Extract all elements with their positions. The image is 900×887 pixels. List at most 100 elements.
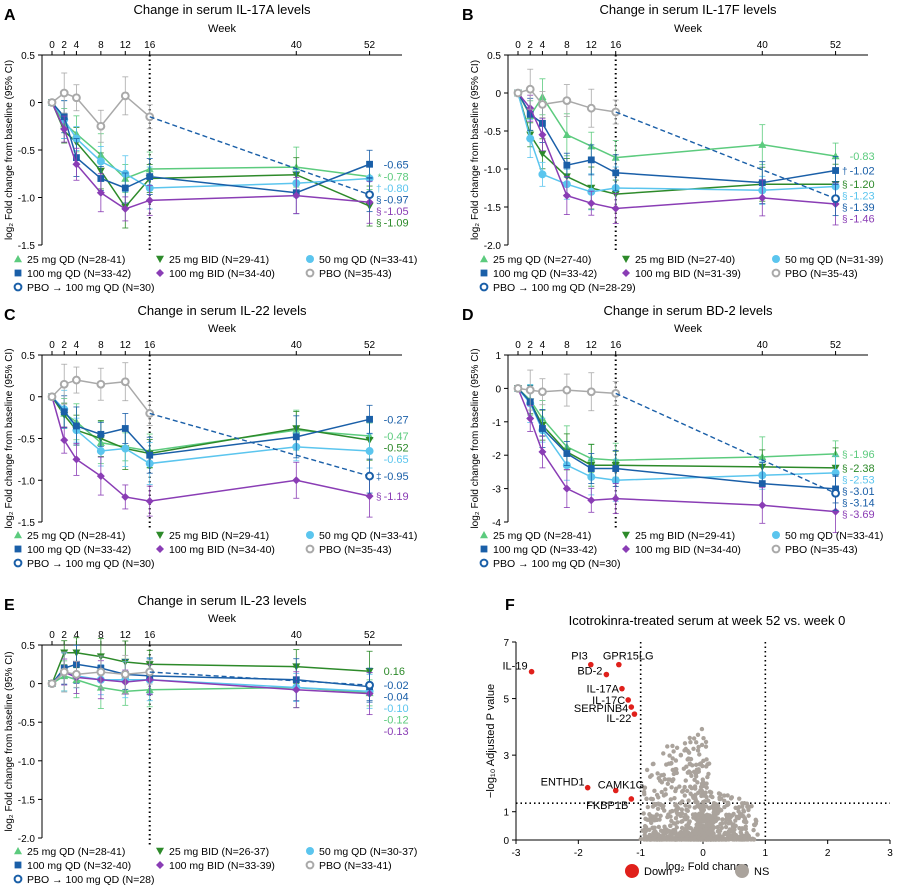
legend-marker — [480, 545, 488, 553]
ns-point — [746, 807, 751, 813]
ns-point — [677, 832, 682, 838]
legend-marker — [306, 847, 314, 855]
ns-point — [702, 819, 707, 824]
x-axis-label: Week — [208, 323, 236, 335]
y-axis-label: log₂ Fold change from baseline (95% CI) — [470, 348, 481, 528]
ns-point — [695, 769, 700, 775]
legend-marker — [479, 558, 489, 568]
down-point — [631, 711, 638, 717]
panel-letter: E — [4, 597, 15, 614]
data-point — [563, 450, 571, 457]
ns-point — [705, 798, 711, 803]
ns-point — [654, 817, 660, 823]
data-point — [526, 134, 535, 143]
ns-point — [653, 802, 658, 807]
x-tick-label: 12 — [586, 40, 598, 51]
gene-label: IL-19 — [503, 661, 528, 673]
data-point — [366, 415, 373, 423]
ns-point — [673, 758, 679, 763]
x-axis-label: Week — [208, 613, 236, 625]
ns-point — [661, 751, 666, 756]
ns-point — [652, 825, 657, 830]
data-point — [562, 96, 572, 105]
ns-point — [704, 781, 709, 786]
end-value-label: -3.01 — [850, 486, 875, 498]
ns-points — [638, 726, 760, 842]
panel-letter: F — [505, 597, 515, 614]
ns-point — [723, 824, 729, 830]
panel-title: Change in serum BD-2 levels — [603, 303, 773, 318]
y-tick-label: 1 — [495, 351, 501, 362]
x-tick-label: 16 — [144, 40, 156, 51]
ns-point — [672, 795, 677, 801]
legend-marker — [622, 269, 630, 277]
ns-point — [728, 814, 733, 820]
ns-point — [742, 816, 748, 821]
ns-point — [688, 831, 694, 837]
x-tick-label: 52 — [364, 630, 376, 641]
data-point — [146, 451, 154, 459]
legend-marker — [622, 255, 630, 263]
y-tick-label: 0 — [495, 89, 501, 100]
end-value-label: -1.96 — [850, 449, 875, 461]
data-point — [563, 161, 571, 169]
y-tick-label: -1.5 — [18, 518, 36, 529]
data-point — [611, 389, 621, 398]
ns-point — [642, 837, 647, 842]
data-point — [72, 455, 81, 464]
end-value-label: -1.05 — [384, 206, 409, 218]
end-value-label: -0.52 — [384, 442, 409, 454]
y-tick-label: -3 — [492, 485, 501, 496]
data-point — [539, 425, 546, 432]
data-point — [59, 667, 69, 677]
data-point — [365, 680, 374, 690]
x-tick-label: 16 — [610, 340, 622, 351]
ns-point — [704, 785, 709, 790]
legend-label: 100 mg BID (N=34-40) — [169, 544, 275, 556]
legend-marker — [156, 255, 164, 263]
down-point — [616, 661, 622, 668]
gene-label: BD-2 — [577, 666, 602, 678]
series — [48, 99, 374, 229]
x-tick-label: 52 — [364, 40, 376, 51]
significance-mark: § — [842, 498, 848, 509]
significance-mark: § — [842, 475, 848, 486]
ns-point — [696, 811, 702, 817]
ns-point — [683, 746, 689, 752]
ns-point — [674, 745, 680, 751]
data-point — [587, 465, 595, 472]
data-point — [562, 130, 571, 138]
data-point — [96, 667, 106, 677]
y-tick-label: -1.0 — [484, 165, 502, 176]
ns-point — [716, 837, 721, 842]
ns-point — [701, 815, 707, 821]
x-axis-label: log₂ Fold change — [666, 861, 749, 873]
legend-label: PBO (N=35-43) — [319, 268, 392, 280]
data-point — [562, 484, 571, 493]
significance-mark: § — [842, 450, 848, 461]
series-line — [517, 388, 836, 513]
y-tick-label: 3 — [503, 751, 509, 762]
ns-point — [728, 796, 734, 801]
data-point — [611, 204, 620, 213]
ns-point — [673, 788, 678, 794]
ns-point — [688, 837, 693, 842]
x-tick-label: 2 — [61, 630, 67, 641]
series — [149, 116, 374, 213]
ns-point — [682, 784, 687, 790]
significance-mark: § — [842, 180, 848, 191]
ns-point — [661, 793, 667, 798]
significance-mark: § — [376, 207, 382, 218]
ns-point — [704, 794, 709, 800]
ns-point — [682, 793, 687, 798]
series — [149, 412, 374, 494]
ns-point — [708, 793, 714, 799]
ns-point — [696, 790, 701, 795]
ns-point — [662, 776, 667, 782]
y-tick-label: -1.0 — [18, 757, 36, 768]
ns-point — [739, 804, 745, 809]
ns-point — [734, 814, 739, 820]
y-tick-label: 0 — [29, 680, 35, 691]
data-point — [59, 88, 69, 98]
ns-point — [715, 825, 720, 830]
